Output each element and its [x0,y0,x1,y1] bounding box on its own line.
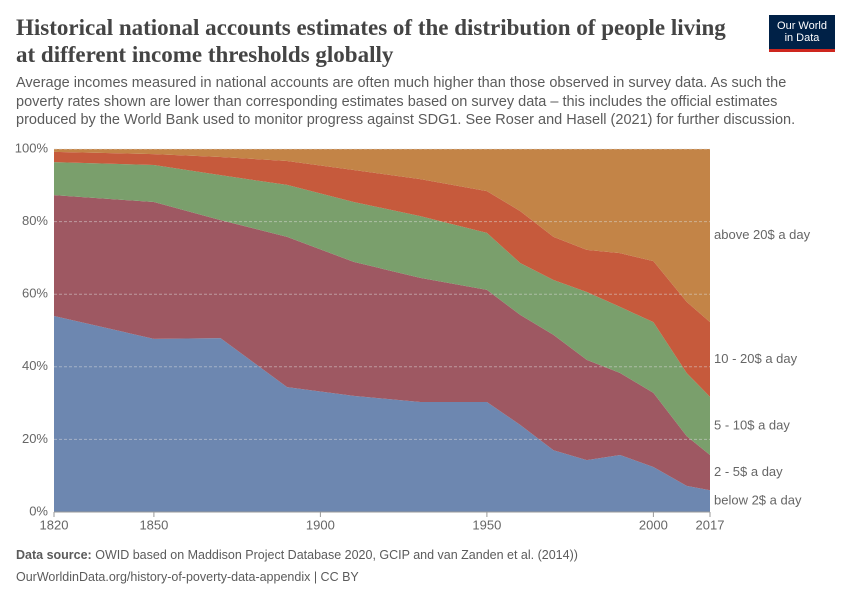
area [54,195,710,491]
y-tick-label: 100% [15,140,49,155]
x-tick-label: 1850 [139,517,168,532]
area [54,315,710,512]
source-note: Data source: OWID based on Maddison Proj… [16,548,578,562]
logo-line: in Data [784,32,820,44]
y-tick-label: 20% [22,431,48,446]
area [54,149,710,323]
legend-label: above 20$ a day [714,227,811,242]
x-tick-label: 1950 [472,517,501,532]
y-tick-label: 0% [29,503,48,518]
legend-label: 2 - 5$ a day [714,464,783,479]
legend-label: 5 - 10$ a day [714,417,790,432]
source-text: OWID based on Maddison Project Database … [95,548,578,562]
x-tick-label: 1820 [40,517,69,532]
x-tick-label: 2017 [696,517,725,532]
logo-line: Our World [777,20,827,32]
logo[interactable]: Our World in Data [769,15,835,52]
area [54,162,710,456]
x-tick-label: 1900 [306,517,335,532]
chart-subtitle: Average incomes measured in national acc… [16,75,796,128]
source-label: Data source: [16,548,92,562]
chart-title: Historical national accounts estimates o… [16,15,726,67]
x-tick-label: 2000 [639,517,668,532]
y-tick-label: 80% [22,213,48,228]
y-tick-label: 40% [22,358,48,373]
area [54,151,710,397]
legend-label: 10 - 20$ a day [714,351,798,366]
y-tick-label: 60% [22,286,48,301]
url[interactable]: OurWorldinData.org/history-of-poverty-da… [16,570,359,584]
legend-label: below 2$ a day [714,493,802,508]
